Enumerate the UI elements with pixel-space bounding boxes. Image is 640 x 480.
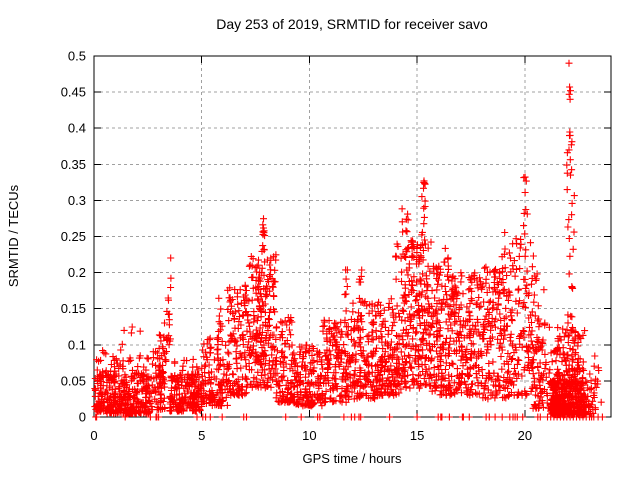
y-tick-label: 0 [79, 410, 86, 425]
y-axis-label: SRMTID / TECUs [6, 184, 21, 287]
y-tick-label: 0.05 [61, 373, 86, 388]
grid-lines [94, 56, 611, 417]
y-tick-label: 0.45 [61, 85, 86, 100]
x-tick-label: 5 [198, 428, 205, 443]
chart-title: Day 253 of 2019, SRMTID for receiver sav… [216, 16, 488, 32]
tick-labels: 0 0.05 0.1 0.15 0.2 0.25 0.3 0.35 0.4 0.45 0.5 0 5 10… [61, 49, 532, 444]
y-tick-label: 0.35 [61, 157, 86, 172]
x-axis-label: GPS time / hours [303, 451, 402, 466]
scatter-points [91, 59, 606, 421]
y-tick-label: 0.2 [68, 265, 86, 280]
x-tick-label: 15 [410, 428, 424, 443]
y-tick-label: 0.25 [61, 229, 86, 244]
x-tick-label: 20 [518, 428, 532, 443]
y-tick-label: 0.3 [68, 193, 86, 208]
x-tick-label: 10 [302, 428, 316, 443]
x-tick-label: 0 [90, 428, 97, 443]
y-tick-label: 0.1 [68, 337, 86, 352]
y-tick-label: 0.15 [61, 301, 86, 316]
y-tick-label: 0.5 [68, 49, 86, 64]
y-tick-label: 0.4 [68, 121, 86, 136]
